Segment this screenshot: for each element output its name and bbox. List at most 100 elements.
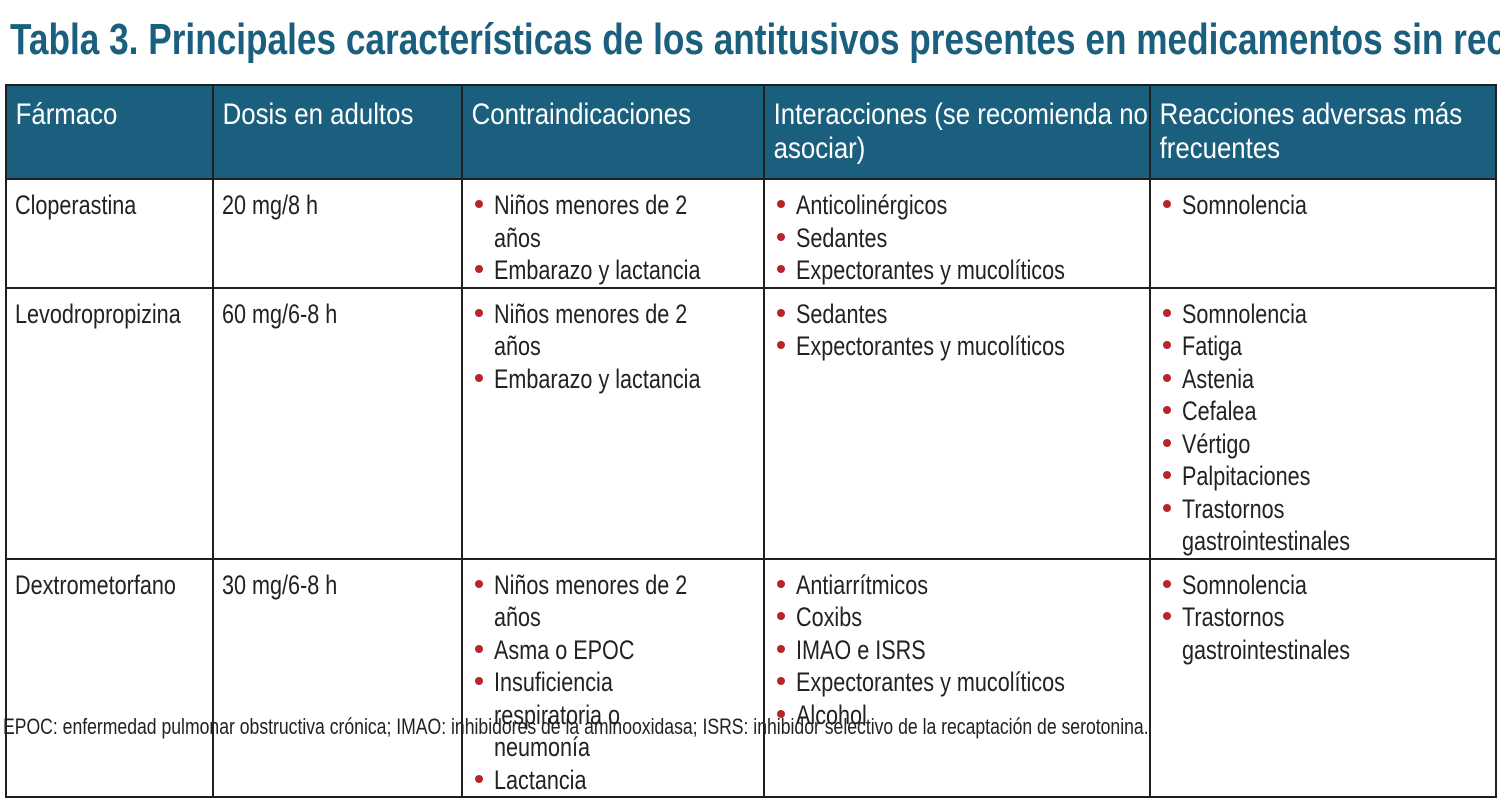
drug-cell: Levodropropizina	[5, 286, 214, 560]
list-item-text: Antiarrítmicos	[796, 569, 929, 600]
interactions-cell: Antiarrítmicos Coxibs IMAO e ISRS Expectora…	[763, 557, 1151, 798]
list-item-text: Fatiga	[1182, 331, 1243, 361]
bullet-icon	[777, 308, 785, 317]
list-item: Embarazo y lactancia	[475, 254, 762, 286]
list-item-text: Embarazo y lactancia	[494, 255, 701, 285]
dose-cell: 30 mg/6-8 h	[212, 557, 463, 798]
list-item: Trastornos gastrointestinales	[1163, 601, 1494, 666]
bullet-icon	[777, 644, 785, 653]
bullet-icon	[475, 677, 483, 685]
list-item: Alcohol	[777, 699, 1148, 732]
list-item-text: Palpitaciones	[1182, 461, 1311, 491]
dose-cell: 20 mg/8 h	[212, 178, 463, 289]
bullet-icon	[475, 579, 483, 588]
list-item-text: Coxibs	[796, 602, 863, 632]
list-item: Astenia	[1163, 363, 1494, 396]
table-row: Levodropropizina 60 mg/6-8 h Niños menor…	[5, 286, 1497, 560]
list-item-text: Lactancia	[494, 764, 587, 795]
bullet-icon	[475, 308, 483, 317]
list-item: Asma o EPOC	[475, 634, 762, 667]
table-row: Cloperastina 20 mg/8 h Niños menores de …	[5, 178, 1497, 289]
list-item: Lactancia	[475, 764, 762, 796]
list-item: IMAO e ISRS	[777, 634, 1148, 667]
bullet-icon	[777, 341, 785, 349]
bullet-icon	[1163, 503, 1171, 512]
column-header-drug: Fármaco	[5, 84, 214, 180]
table-title: Tabla 3. Principales características de …	[10, 15, 1500, 64]
list-item-text: Somnolencia	[1182, 569, 1307, 600]
list-item: Fatiga	[1163, 330, 1494, 363]
bullet-icon	[1163, 612, 1171, 620]
table-row: Dextrometorfano 30 mg/6-8 h Niños menore…	[5, 557, 1497, 798]
column-header-interactions: Interacciones (se recomienda no asociar)	[763, 84, 1151, 180]
list-item: Somnolencia	[1163, 569, 1494, 602]
list-item-text: Cefalea	[1182, 396, 1257, 426]
list-item-text: Astenia	[1182, 363, 1255, 394]
bullet-icon	[1163, 200, 1171, 208]
list-item: Expectorantes y mucolíticos	[777, 330, 1148, 363]
list-item: Vértigo	[1163, 428, 1494, 461]
list-item: Niños menores de 2 años	[475, 189, 762, 254]
bullet-icon	[475, 265, 483, 273]
bullet-icon	[475, 644, 483, 653]
list-item-text: Trastornos gastrointestinales	[1182, 602, 1351, 665]
list-item: Sedantes	[777, 298, 1148, 331]
bullet-icon	[1163, 308, 1171, 317]
bullet-icon	[475, 774, 483, 783]
contraindications-cell: Niños menores de 2 años Asma o EPOC Insufi…	[461, 557, 765, 798]
list-item-text: Expectorantes y mucolíticos	[796, 667, 1065, 697]
adverse-reactions-cell: Somnolencia Trastornos gastrointestinales	[1149, 557, 1497, 798]
bullet-icon	[777, 709, 785, 718]
list-item-text: Anticolinérgicos	[796, 190, 948, 220]
list-item: Expectorantes y mucolíticos	[777, 254, 1148, 286]
adverse-reactions-cell: Somnolencia	[1149, 178, 1497, 289]
bullet-icon	[777, 579, 785, 588]
bullet-icon	[777, 265, 785, 273]
bullet-icon	[1163, 471, 1171, 479]
dose-cell: 60 mg/6-8 h	[212, 286, 463, 560]
bullet-icon	[777, 612, 785, 620]
bullet-icon	[1163, 438, 1171, 447]
list-item-text: Niños menores de 2 años	[494, 190, 688, 253]
column-header-dose: Dosis en adultos	[212, 84, 463, 180]
bullet-icon	[1163, 406, 1171, 414]
list-item-text: Sedantes	[796, 222, 888, 253]
list-item-text: Asma o EPOC	[494, 634, 635, 665]
bullet-icon	[777, 200, 785, 208]
list-item-text: Vértigo	[1182, 428, 1251, 459]
bullet-icon	[777, 677, 785, 685]
list-item-text: Niños menores de 2 años	[494, 298, 688, 362]
interactions-cell: Sedantes Expectorantes y mucolíticos	[763, 286, 1151, 560]
drug-cell: Cloperastina	[5, 178, 214, 289]
list-item-text: Sedantes	[796, 298, 888, 329]
list-item: Embarazo y lactancia	[475, 363, 762, 396]
column-header-contraindications: Contraindicaciones	[461, 84, 765, 180]
bullet-icon	[475, 200, 483, 208]
list-item-text: Alcohol	[796, 699, 867, 730]
list-item-text: Embarazo y lactancia	[494, 363, 701, 394]
antitussives-table: Fármaco Dosis en adultos Contraindicacio…	[5, 84, 1497, 798]
list-item: Sedantes	[777, 222, 1148, 255]
bullet-icon	[1163, 579, 1171, 588]
list-item: Coxibs	[777, 601, 1148, 634]
list-item: Antiarrítmicos	[777, 569, 1148, 602]
list-item: Cefalea	[1163, 395, 1494, 428]
list-item-text: Somnolencia	[1182, 190, 1307, 220]
list-item-text: Insuficiencia respiratoria o neumonía	[494, 667, 621, 762]
list-item-text: Trastornos gastrointestinales	[1182, 493, 1351, 557]
list-item: Insuficiencia respiratoria o neumonía	[475, 666, 762, 764]
bullet-icon	[1163, 373, 1171, 382]
list-item: Anticolinérgicos	[777, 189, 1148, 222]
column-header-adverse-reactions: Reacciones adversas más frecuentes	[1149, 84, 1497, 180]
list-item: Niños menores de 2 años	[475, 298, 762, 363]
list-item-text: Somnolencia	[1182, 298, 1307, 329]
interactions-cell: Anticolinérgicos Sedantes Expectorantes y …	[763, 178, 1151, 289]
contraindications-cell: Niños menores de 2 años Embarazo y lactan…	[461, 178, 765, 289]
drug-cell: Dextrometorfano	[5, 557, 214, 798]
list-item: Niños menores de 2 años	[475, 569, 762, 634]
contraindications-cell: Niños menores de 2 años Embarazo y lactan…	[461, 286, 765, 560]
list-item: Palpitaciones	[1163, 460, 1494, 493]
bullet-icon	[475, 373, 483, 382]
bullet-icon	[777, 232, 785, 241]
list-item-text: IMAO e ISRS	[796, 634, 926, 665]
